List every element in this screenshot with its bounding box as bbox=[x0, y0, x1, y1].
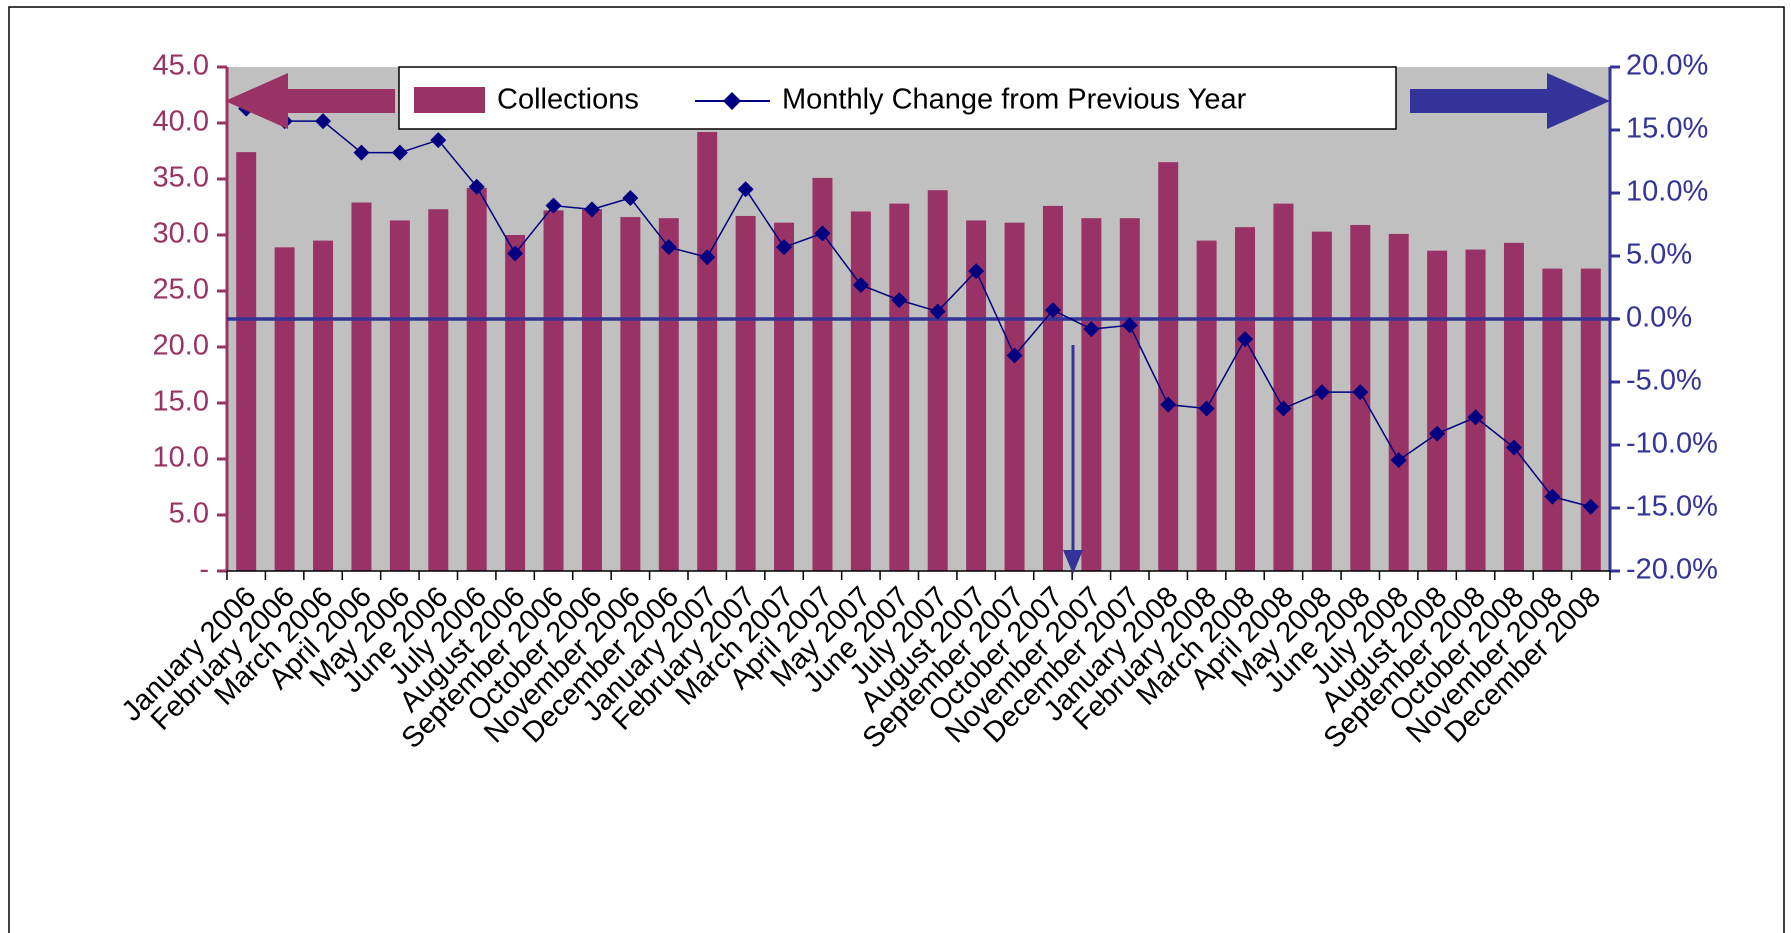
y2-tick-label: -15.0% bbox=[1626, 491, 1718, 523]
bar bbox=[1311, 231, 1332, 571]
bar bbox=[236, 152, 257, 571]
bar bbox=[313, 240, 334, 571]
bar bbox=[735, 215, 756, 571]
line-marker bbox=[737, 181, 754, 198]
y2-tick-label: 10.0% bbox=[1626, 176, 1708, 208]
line-marker bbox=[1313, 384, 1330, 401]
bar bbox=[543, 210, 564, 572]
line-marker bbox=[699, 249, 716, 266]
line-marker bbox=[929, 303, 946, 320]
line-marker bbox=[814, 225, 831, 242]
y2-tick-label: -10.0% bbox=[1626, 428, 1718, 460]
line-marker bbox=[622, 190, 639, 207]
legend-marker bbox=[723, 92, 741, 110]
line-marker bbox=[660, 239, 677, 256]
y-tick-label: - bbox=[199, 554, 209, 586]
y-tick-label: 20.0 bbox=[153, 330, 209, 362]
y2-tick-label: 15.0% bbox=[1626, 113, 1708, 145]
bar bbox=[812, 177, 833, 571]
y2-tick-label: 20.0% bbox=[1626, 50, 1708, 82]
y2-tick-label: -5.0% bbox=[1626, 365, 1702, 397]
line-marker bbox=[1083, 321, 1100, 338]
line-marker bbox=[891, 292, 908, 309]
right-axis-arrow bbox=[1410, 73, 1610, 129]
y-tick-label: 45.0 bbox=[153, 50, 209, 82]
left-axis-arrow bbox=[225, 73, 395, 129]
line-marker bbox=[1237, 331, 1254, 348]
line-marker bbox=[583, 201, 600, 218]
y-tick-label: 30.0 bbox=[153, 218, 209, 250]
bar bbox=[1580, 268, 1601, 571]
bar bbox=[927, 190, 948, 571]
bar bbox=[1427, 250, 1448, 571]
line-marker bbox=[1429, 425, 1446, 442]
line-marker bbox=[968, 263, 985, 280]
bar bbox=[351, 202, 372, 571]
line-marker bbox=[1352, 384, 1369, 401]
line-marker bbox=[776, 239, 793, 256]
line-marker bbox=[545, 197, 562, 214]
line-marker bbox=[430, 132, 447, 149]
bar bbox=[1119, 218, 1140, 571]
line-marker bbox=[1275, 400, 1292, 417]
bar bbox=[658, 218, 679, 571]
line-marker bbox=[852, 276, 869, 293]
y-tick-label: 5.0 bbox=[169, 498, 209, 530]
bar bbox=[1042, 205, 1063, 571]
bar bbox=[1158, 162, 1179, 571]
line-marker bbox=[1121, 317, 1138, 334]
legend-swatch bbox=[414, 87, 485, 113]
bar bbox=[966, 220, 987, 571]
line bbox=[245, 107, 1591, 508]
line-marker bbox=[1198, 400, 1215, 417]
line-marker bbox=[1544, 488, 1561, 505]
bar bbox=[889, 203, 910, 571]
bar bbox=[505, 235, 526, 571]
bar bbox=[1235, 227, 1256, 571]
y2-tick-label: 5.0% bbox=[1626, 239, 1692, 271]
bar bbox=[1081, 218, 1102, 571]
line-marker bbox=[1044, 302, 1061, 319]
bar bbox=[1004, 222, 1025, 571]
bar bbox=[1273, 203, 1294, 571]
y-tick-label: 10.0 bbox=[153, 442, 209, 474]
legend-label: Monthly Change from Previous Year bbox=[782, 84, 1247, 116]
bar bbox=[581, 209, 602, 572]
line-marker bbox=[391, 144, 408, 161]
bar bbox=[697, 131, 718, 571]
bar bbox=[389, 220, 410, 571]
line-marker bbox=[468, 178, 485, 195]
bar bbox=[1388, 233, 1409, 571]
y2-tick-label: 0.0% bbox=[1626, 302, 1692, 334]
bar bbox=[774, 222, 795, 571]
y-tick-label: 40.0 bbox=[153, 106, 209, 138]
y2-tick-label: -20.0% bbox=[1626, 554, 1718, 586]
annotation-arrow-head bbox=[1063, 550, 1083, 574]
line-marker bbox=[1006, 347, 1023, 364]
line-marker bbox=[1390, 452, 1407, 469]
y-tick-label: 35.0 bbox=[153, 162, 209, 194]
line-marker bbox=[1467, 409, 1484, 426]
bar bbox=[1542, 268, 1563, 571]
line-marker bbox=[315, 113, 332, 130]
line-marker bbox=[507, 245, 524, 262]
bar bbox=[274, 247, 295, 571]
line-marker bbox=[1160, 396, 1177, 413]
legend bbox=[398, 66, 1397, 130]
y-tick-label: 15.0 bbox=[153, 386, 209, 418]
line-marker bbox=[353, 144, 370, 161]
bar bbox=[620, 217, 641, 571]
line-marker bbox=[1505, 439, 1522, 456]
y-tick-label: 25.0 bbox=[153, 274, 209, 306]
legend-label: Collections bbox=[497, 84, 639, 116]
bar bbox=[850, 211, 871, 572]
line-marker bbox=[1582, 498, 1599, 515]
bar bbox=[428, 209, 449, 572]
bar bbox=[1503, 242, 1524, 571]
bar bbox=[466, 187, 487, 571]
